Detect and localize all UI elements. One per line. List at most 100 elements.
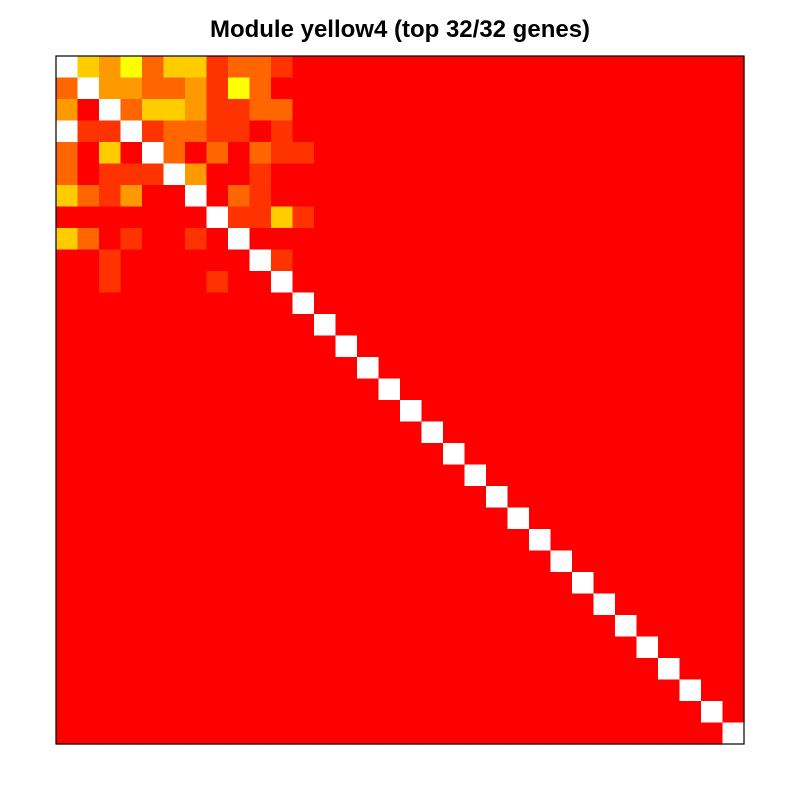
heatmap-cell [400,550,423,573]
heatmap-cell [400,722,423,745]
heatmap-cell [357,443,380,466]
heatmap-cell [486,722,509,745]
heatmap-cell [228,357,251,380]
heatmap-cell [378,249,401,272]
heatmap-cell [486,314,509,337]
heatmap-cell [572,529,595,552]
heatmap-cell [335,249,358,272]
heatmap-cell [615,636,638,659]
heatmap-cell [185,335,208,358]
heatmap-cell [99,421,122,444]
heatmap-cell [679,335,702,358]
heatmap-cell [593,271,616,294]
heatmap-cell [142,314,165,337]
heatmap-cell [335,722,358,745]
heatmap-cell [56,464,79,487]
heatmap-cell [507,99,530,122]
heatmap-cell [636,77,659,100]
heatmap-cell [421,572,444,595]
heatmap-cell [421,722,444,745]
heatmap-cell [292,271,315,294]
heatmap-cell [271,658,294,681]
heatmap-cell [357,77,380,100]
heatmap-cell [163,486,186,509]
heatmap-cell [593,421,616,444]
heatmap-cell [443,722,466,745]
heatmap-cell-blank [679,679,702,702]
heatmap-cell [636,421,659,444]
heatmap-cell [529,679,552,702]
heatmap-cell [163,77,186,100]
heatmap-cell [378,464,401,487]
heatmap-cell [486,228,509,251]
heatmap-cell [722,658,745,681]
heatmap-cell [507,572,530,595]
heatmap-cell [77,593,100,616]
heatmap-cell [658,550,681,573]
heatmap-cell [99,163,122,186]
heatmap-cell [722,679,745,702]
heatmap-cell [56,249,79,272]
heatmap-cell [142,120,165,143]
heatmap-cell [77,636,100,659]
heatmap-cell [507,636,530,659]
heatmap-cell [120,314,143,337]
heatmap-cell [722,56,745,79]
heatmap-cell [56,271,79,294]
heatmap-cell-blank [292,292,315,315]
heatmap-cell [593,378,616,401]
heatmap-cell [314,550,337,573]
heatmap-cell [228,249,251,272]
heatmap-cell [56,357,79,380]
heatmap-cell [486,185,509,208]
heatmap-cell [464,636,487,659]
heatmap-cell [77,120,100,143]
heatmap-cell [486,249,509,272]
heatmap-cell [443,615,466,638]
heatmap-cell [507,378,530,401]
heatmap-cell [314,99,337,122]
heatmap-cell-blank [593,593,616,616]
heatmap-cell [292,56,315,79]
heatmap-cell [464,443,487,466]
heatmap-cell [271,636,294,659]
heatmap-cell [507,77,530,100]
heatmap-cell [357,120,380,143]
heatmap-cell [701,529,724,552]
heatmap-cell [228,615,251,638]
heatmap-cell [206,400,229,423]
heatmap-cell [185,658,208,681]
heatmap-cell [679,185,702,208]
heatmap-cell [249,56,272,79]
heatmap-cell [314,421,337,444]
heatmap-cell [357,679,380,702]
heatmap-cell [335,378,358,401]
heatmap-cell [206,464,229,487]
heatmap-cell [421,99,444,122]
heatmap-cell-blank [335,335,358,358]
heatmap-cell [335,486,358,509]
heatmap-cell [335,550,358,573]
heatmap-cell [99,722,122,745]
heatmap-cell [120,615,143,638]
heatmap-cell [701,679,724,702]
heatmap-cell [228,421,251,444]
heatmap-cell [314,378,337,401]
heatmap-cell [572,593,595,616]
heatmap-cell [464,400,487,423]
heatmap-cell [593,228,616,251]
heatmap-cell [292,486,315,509]
heatmap-cell [400,357,423,380]
heatmap-cell [486,292,509,315]
heatmap-cell [206,507,229,530]
heatmap-cell [658,701,681,724]
heatmap-cell [228,464,251,487]
heatmap-cell [77,378,100,401]
heatmap-cell [658,163,681,186]
heatmap-cell [142,292,165,315]
heatmap-cell [572,271,595,294]
heatmap-cell [185,357,208,380]
heatmap-cell [615,443,638,466]
heatmap-cell [206,550,229,573]
heatmap-cell [722,120,745,143]
